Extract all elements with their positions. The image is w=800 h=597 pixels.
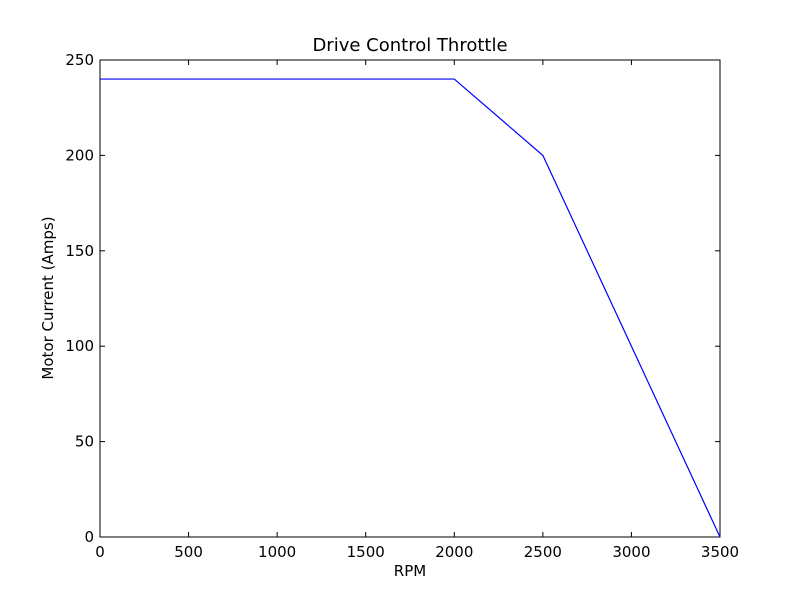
x-tick-label: 2000: [435, 543, 473, 561]
y-axis-label: Motor Current (Amps): [39, 216, 57, 379]
x-tick-label: 3000: [612, 543, 650, 561]
plot-area: [99, 59, 721, 538]
series-line: [100, 78, 721, 538]
y-tick-label: 200: [65, 146, 94, 164]
x-tick-label: 500: [174, 543, 203, 561]
x-tick-label: 1500: [347, 543, 385, 561]
x-tick-label: 3500: [701, 543, 739, 561]
x-tick-label: 2500: [524, 543, 562, 561]
x-axis-ticks: 0 500 1000 1500 2000 2500 3000 3500: [95, 60, 739, 561]
x-tick-label: 1000: [258, 543, 296, 561]
y-tick-label: 50: [75, 433, 94, 451]
y-tick-label: 0: [84, 528, 94, 546]
x-axis-label: RPM: [394, 562, 426, 580]
y-tick-label: 100: [65, 337, 94, 355]
x-tick-label: 0: [95, 543, 105, 561]
y-tick-label: 150: [65, 242, 94, 260]
y-axis-ticks: 0 50 100 150 200 250: [65, 51, 720, 546]
series-lines: [100, 78, 721, 538]
chart-title: Drive Control Throttle: [312, 35, 507, 56]
y-tick-label: 250: [65, 51, 94, 69]
